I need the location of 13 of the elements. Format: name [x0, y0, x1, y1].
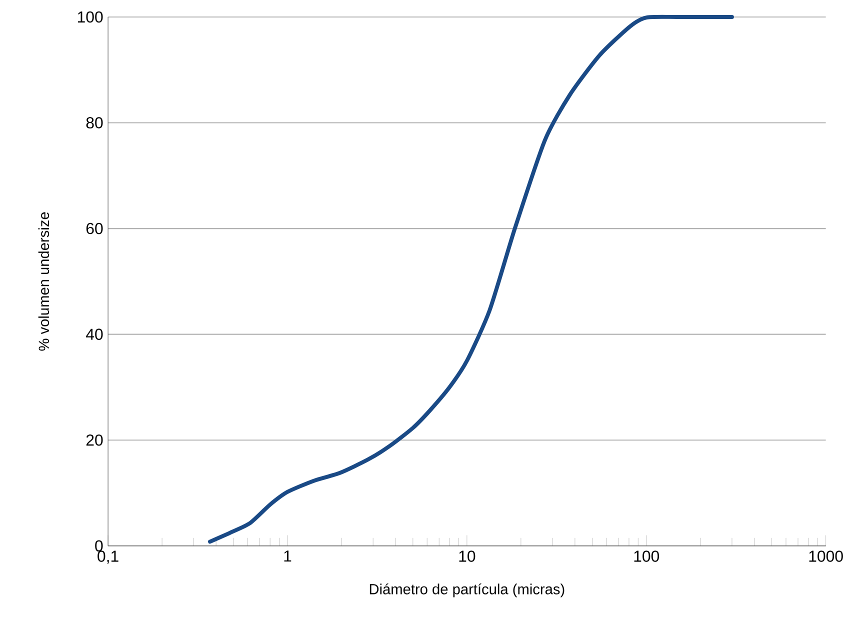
- x-tick-label: 1000: [809, 550, 843, 562]
- y-tick-label: 60: [86, 222, 103, 234]
- y-tick-label: 80: [86, 117, 103, 128]
- y-tick-label: 40: [86, 328, 103, 340]
- y-tick-label: 20: [86, 434, 103, 446]
- y-tick-label: 100: [78, 11, 103, 23]
- x-tick-label: 100: [634, 550, 660, 562]
- y-axis-title: % volumen undersize: [38, 212, 50, 351]
- x-tick-label: 10: [459, 550, 476, 562]
- y-tick-label: 0: [95, 540, 103, 552]
- x-tick-label: 0,1: [98, 550, 118, 564]
- x-tick-label: 1: [284, 550, 292, 562]
- x-axis-title: Diámetro de partícula (micras): [370, 583, 564, 598]
